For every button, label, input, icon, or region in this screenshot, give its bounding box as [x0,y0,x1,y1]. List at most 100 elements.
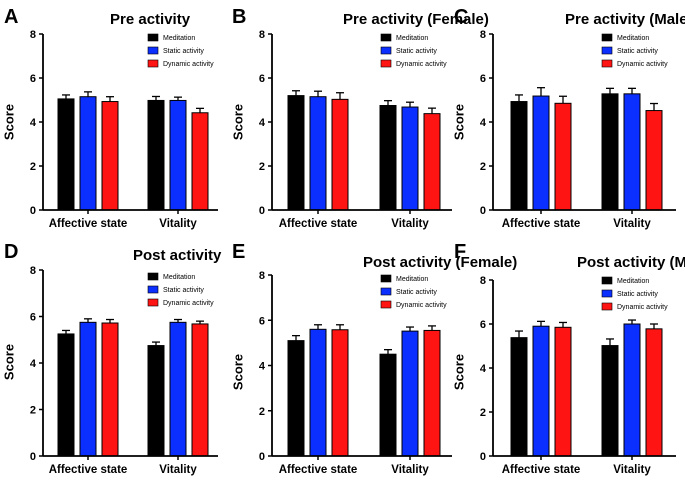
legend-label: Static activity [396,48,437,55]
y-tick-label: 2 [30,161,36,173]
legend: Meditation Static activity Dynamic activit… [601,33,668,68]
panel-e: E Post activity (Female) Score 0 2 4 6 8 Affecti… [230,241,517,476]
bar [331,98,349,211]
legend-label: Static activity [617,48,658,55]
y-tick-label: 4 [30,117,37,129]
legend-label: Dynamic activity [163,300,214,307]
bar [554,102,572,211]
legend-swatch [601,46,613,55]
y-tick-label: 4 [480,117,487,129]
panel-title: Post activity (Male) [577,254,685,271]
bar [191,112,209,211]
bar [532,95,550,211]
legend-label: Dynamic activity [617,61,668,68]
panel-letter: F [454,241,466,263]
legend: Meditation Static activity Dynamic activit… [601,276,668,311]
legend-label: Meditation [163,274,195,281]
bar [532,325,550,457]
bar [510,101,528,211]
x-tick-label: Vitality [391,464,429,476]
y-tick-label: 2 [30,405,36,417]
legend-swatch [380,46,392,55]
x-tick-label: Vitality [391,218,429,230]
legend: Meditation Static activity Dynamic activit… [147,33,214,68]
legend-swatch [147,298,159,307]
panel-letter: A [4,6,18,28]
bar [287,95,305,211]
panel-title: Pre activity (Male) [565,11,685,28]
bar [287,340,305,457]
y-tick-label: 0 [30,205,36,217]
y-tick-label: 0 [259,205,265,217]
legend-swatch [147,272,159,281]
panel-letter: C [454,6,468,28]
panel-c: C Pre activity (Male) Score 0 2 4 6 8 Affective … [451,6,685,230]
panel-a: A Pre activity Score 0 2 4 6 8 Affective state Vi… [1,6,218,230]
bar [309,328,327,457]
y-tick-label: 8 [259,29,265,41]
x-tick-label: Affective state [502,464,581,476]
panel-f: F Post activity (Male) Score 0 2 4 6 8 Affective… [451,241,685,476]
legend-label: Dynamic activity [163,61,214,68]
bar [423,329,441,457]
legend-swatch [380,59,392,68]
legend: Meditation Static activity Dynamic activit… [380,33,447,68]
y-tick-label: 8 [259,270,265,282]
bar [623,93,641,211]
legend-label: Dynamic activity [396,61,447,68]
y-axis-label: Score [451,354,466,390]
bar [57,333,75,457]
y-tick-label: 0 [480,451,486,463]
legend-label: Meditation [163,35,195,42]
legend: Meditation Static activity Dynamic activit… [380,274,447,309]
legend-swatch [147,46,159,55]
legend-swatch [380,274,392,283]
bar [147,99,165,211]
bar [57,98,75,211]
legend-label: Meditation [617,278,649,285]
bar [79,96,97,211]
y-tick-label: 6 [480,73,486,85]
y-tick-label: 0 [259,451,265,463]
y-tick-label: 2 [480,161,486,173]
y-axis-label: Score [451,104,466,140]
legend: Meditation Static activity Dynamic activit… [147,272,214,307]
bar [601,345,619,457]
y-axis-label: Score [230,104,245,140]
panel-d: D Post activity Score 0 2 4 6 8 Affective state V… [1,241,222,476]
x-tick-label: Vitality [159,464,197,476]
bar [191,323,209,457]
y-tick-label: 6 [480,319,486,331]
bar [169,321,187,457]
legend-label: Meditation [396,276,428,283]
bar [623,323,641,457]
legend-label: Static activity [617,291,658,298]
y-tick-label: 8 [480,29,486,41]
y-axis-label: Score [230,354,245,390]
bar [101,101,119,211]
legend-label: Dynamic activity [396,302,447,309]
y-tick-label: 2 [259,406,265,418]
y-tick-label: 6 [30,73,36,85]
panel-letter: B [232,6,246,28]
x-tick-label: Vitality [613,218,651,230]
y-tick-label: 2 [259,161,265,173]
legend-swatch [147,285,159,294]
y-tick-label: 6 [259,73,265,85]
legend-label: Meditation [396,35,428,42]
panel-title: Pre activity [110,11,191,28]
y-tick-label: 4 [30,358,37,370]
legend-swatch [147,59,159,68]
legend-swatch [380,287,392,296]
bar [510,337,528,457]
legend-label: Meditation [617,35,649,42]
legend-swatch [601,276,613,285]
y-tick-label: 8 [30,265,36,277]
y-axis-label: Score [1,344,16,380]
y-tick-label: 4 [259,361,266,373]
y-tick-label: 2 [480,407,486,419]
legend-label: Static activity [163,287,204,294]
legend-swatch [380,33,392,42]
legend-swatch [601,302,613,311]
x-tick-label: Affective state [49,218,128,230]
